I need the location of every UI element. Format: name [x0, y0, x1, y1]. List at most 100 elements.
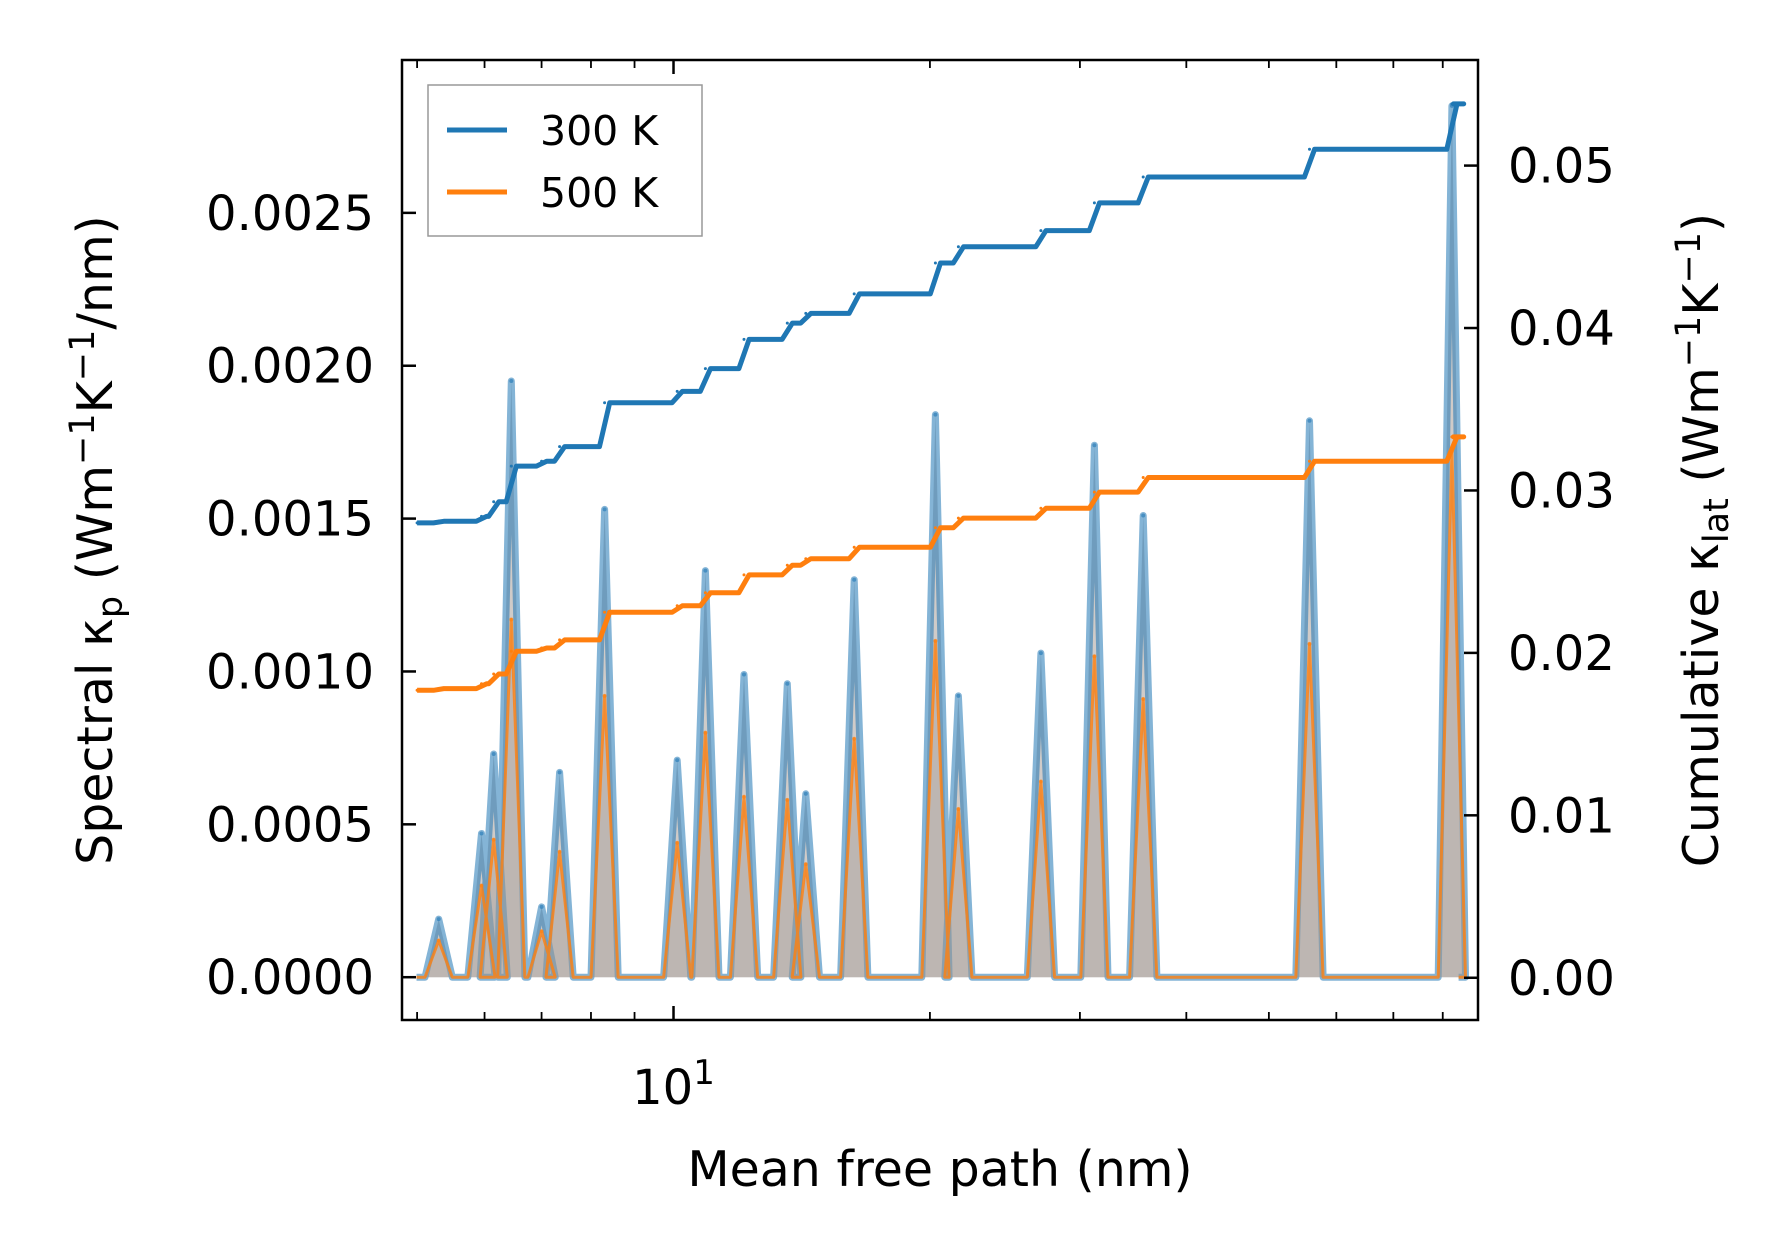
spectral-500k-peak-5 [557, 849, 562, 854]
cumulative-500k-point-15 [956, 516, 960, 520]
left-y-tick-label-0: 0.0000 [206, 950, 374, 1006]
spectral-500k-peak-15 [1038, 779, 1043, 784]
cumulative-300k-point-12 [804, 311, 808, 315]
x-axis-label: Mean free path (nm) [687, 1141, 1192, 1198]
cumulative-500k-point-0 [415, 688, 419, 692]
spectral-300k-peak-12 [852, 577, 857, 582]
spectral-300k-peak-9 [742, 672, 746, 677]
cumulative-500k-point-2 [480, 682, 483, 686]
cumulative-300k-point-6 [558, 445, 562, 449]
cumulative-500k-point-8 [675, 604, 679, 608]
spectral-500k-peak-10 [785, 797, 790, 802]
legend-box [427, 84, 703, 237]
cumulative-500k-point-9 [703, 591, 707, 595]
cumulative-300k-point-4 [509, 464, 513, 468]
cumulative-300k-point-17 [1092, 201, 1096, 205]
cumulative-300k-point-8 [675, 389, 679, 393]
spectral-500k-peak-9 [742, 794, 746, 799]
cumulative-300k-point-19 [1308, 147, 1311, 151]
spectral-300k-peak-10 [785, 681, 790, 686]
spectral-300k-peak-17 [1141, 513, 1146, 518]
spectral-500k-peak-6 [602, 693, 607, 698]
cumulative-500k-point-19 [1308, 459, 1311, 463]
right-y-tick-label-2: 0.02 [1508, 626, 1615, 682]
cumulative-500k-point-17 [1092, 490, 1096, 494]
cumulative-300k-point-1 [437, 519, 441, 523]
cumulative-300k-point-10 [742, 337, 746, 341]
plot-frame [400, 58, 1480, 1022]
spectral-300k-peak-1 [479, 831, 484, 836]
left-y-tick-label-2: 0.0010 [206, 644, 374, 700]
cumulative-300k-point-2 [480, 514, 483, 518]
spectral-300k-peak-5 [557, 770, 562, 775]
spectral-300k-peak-4 [539, 904, 544, 909]
cumulative-500k-point-5 [540, 646, 544, 650]
spectral-300k-peak-16 [1092, 443, 1097, 448]
cumulative-300k-line [417, 101, 1467, 526]
plot-area [415, 101, 1469, 981]
left-y-tick-label-4: 0.0020 [206, 339, 374, 395]
spectral-300k-peak-7 [675, 758, 680, 763]
cumulative-500k-point-12 [804, 557, 808, 561]
cumulative-300k-point-21 [1457, 102, 1461, 106]
cumulative-500k-point-14 [933, 526, 937, 530]
spectral-500k-peak-3 [509, 617, 514, 622]
left-y-tick-label-5: 0.0025 [206, 186, 374, 242]
cumulative-500k-point-20 [1450, 435, 1454, 439]
spectral-500k-peak-14 [956, 807, 961, 811]
spectral-500k-peak-18 [1307, 641, 1312, 646]
cumulative-500k-point-10 [742, 573, 746, 577]
left-y-tick-label-3: 0.0015 [206, 492, 374, 548]
spectral-300k-peak-15 [1038, 651, 1043, 656]
x-tick-label-0: 101 [632, 1053, 715, 1116]
spectral-500k-peak-16 [1092, 654, 1097, 659]
cumulative-300k-point-3 [492, 500, 496, 504]
spectral-500k-peak-8 [703, 730, 708, 735]
cumulative-500k-point-18 [1141, 476, 1145, 479]
cumulative-500k-point-13 [852, 545, 856, 549]
legend-label-500k: 500 K [540, 169, 659, 217]
cumulative-300k-point-18 [1141, 175, 1145, 179]
cumulative-300k-point-13 [852, 292, 856, 296]
left-y-tick-label-1: 0.0005 [206, 797, 374, 853]
spectral-500k-peak-2 [491, 837, 496, 842]
cumulative-500k-point-7 [603, 610, 607, 614]
spectral-300k-peak-18 [1307, 418, 1312, 423]
legend-label-300k: 300 K [540, 107, 659, 155]
legend: 300 K 500 K [427, 84, 703, 237]
spectral-500k-peak-0 [436, 938, 441, 943]
spectral-300k-peak-2 [491, 752, 496, 756]
spectral-500k-peak-13 [933, 638, 938, 643]
spectral-300k-peak-3 [509, 379, 514, 383]
cumulative-300k-point-16 [1039, 229, 1043, 233]
spectral-300k-peak-6 [602, 507, 607, 512]
cumulative-500k-point-4 [509, 649, 513, 653]
cumulative-300k-point-7 [603, 401, 607, 405]
spectral-500k-line [416, 449, 1467, 979]
spectral-500k-peak-7 [675, 840, 680, 845]
cumulative-300k-point-20 [1450, 102, 1454, 106]
spectral-300k-peak-8 [703, 568, 708, 573]
cumulative-500k-point-3 [492, 672, 496, 676]
spectral-300k-peak-11 [803, 791, 808, 796]
right-y-tick-label-4: 0.04 [1508, 301, 1615, 357]
cumulative-300k-point-0 [415, 521, 419, 525]
spectral-300k-peak-13 [933, 412, 938, 417]
cumulative-500k-point-11 [785, 563, 789, 567]
spectral-500k-peak-1 [479, 883, 484, 888]
cumulative-300k-point-5 [540, 459, 544, 463]
spectral-500k-peak-17 [1141, 697, 1146, 701]
cumulative-300k-point-15 [956, 245, 960, 249]
left-y-axis-label: Spectral κp (Wm−1K−1/nm) [63, 215, 131, 865]
spectral-300k-peak-14 [956, 693, 961, 698]
cumulative-300k-point-11 [785, 321, 789, 325]
right-y-tick-label-5: 0.05 [1508, 139, 1615, 195]
cumulative-500k-point-16 [1039, 506, 1043, 510]
spectral-300k-peak-0 [436, 917, 441, 922]
cumulative-500k-point-21 [1457, 435, 1461, 439]
cumulative-300k-point-9 [703, 367, 707, 371]
spectral-500k-peak-11 [803, 862, 808, 867]
spectral-500k-peak-4 [539, 929, 544, 934]
cumulative-300k-point-14 [933, 261, 937, 265]
